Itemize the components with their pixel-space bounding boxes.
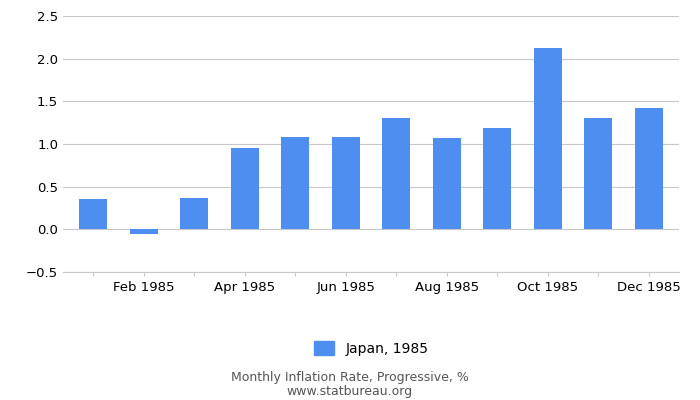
Bar — [231, 148, 259, 229]
Text: Monthly Inflation Rate, Progressive, %: Monthly Inflation Rate, Progressive, % — [231, 372, 469, 384]
Bar — [584, 118, 612, 229]
Bar — [534, 48, 561, 229]
Bar — [181, 198, 208, 229]
Bar — [382, 118, 410, 229]
Bar — [332, 137, 360, 229]
Bar — [130, 229, 158, 234]
Legend: Japan, 1985: Japan, 1985 — [308, 335, 434, 361]
Bar — [483, 128, 511, 229]
Bar — [79, 199, 107, 229]
Bar — [635, 108, 663, 229]
Bar — [281, 137, 309, 229]
Bar — [433, 138, 461, 229]
Text: www.statbureau.org: www.statbureau.org — [287, 386, 413, 398]
